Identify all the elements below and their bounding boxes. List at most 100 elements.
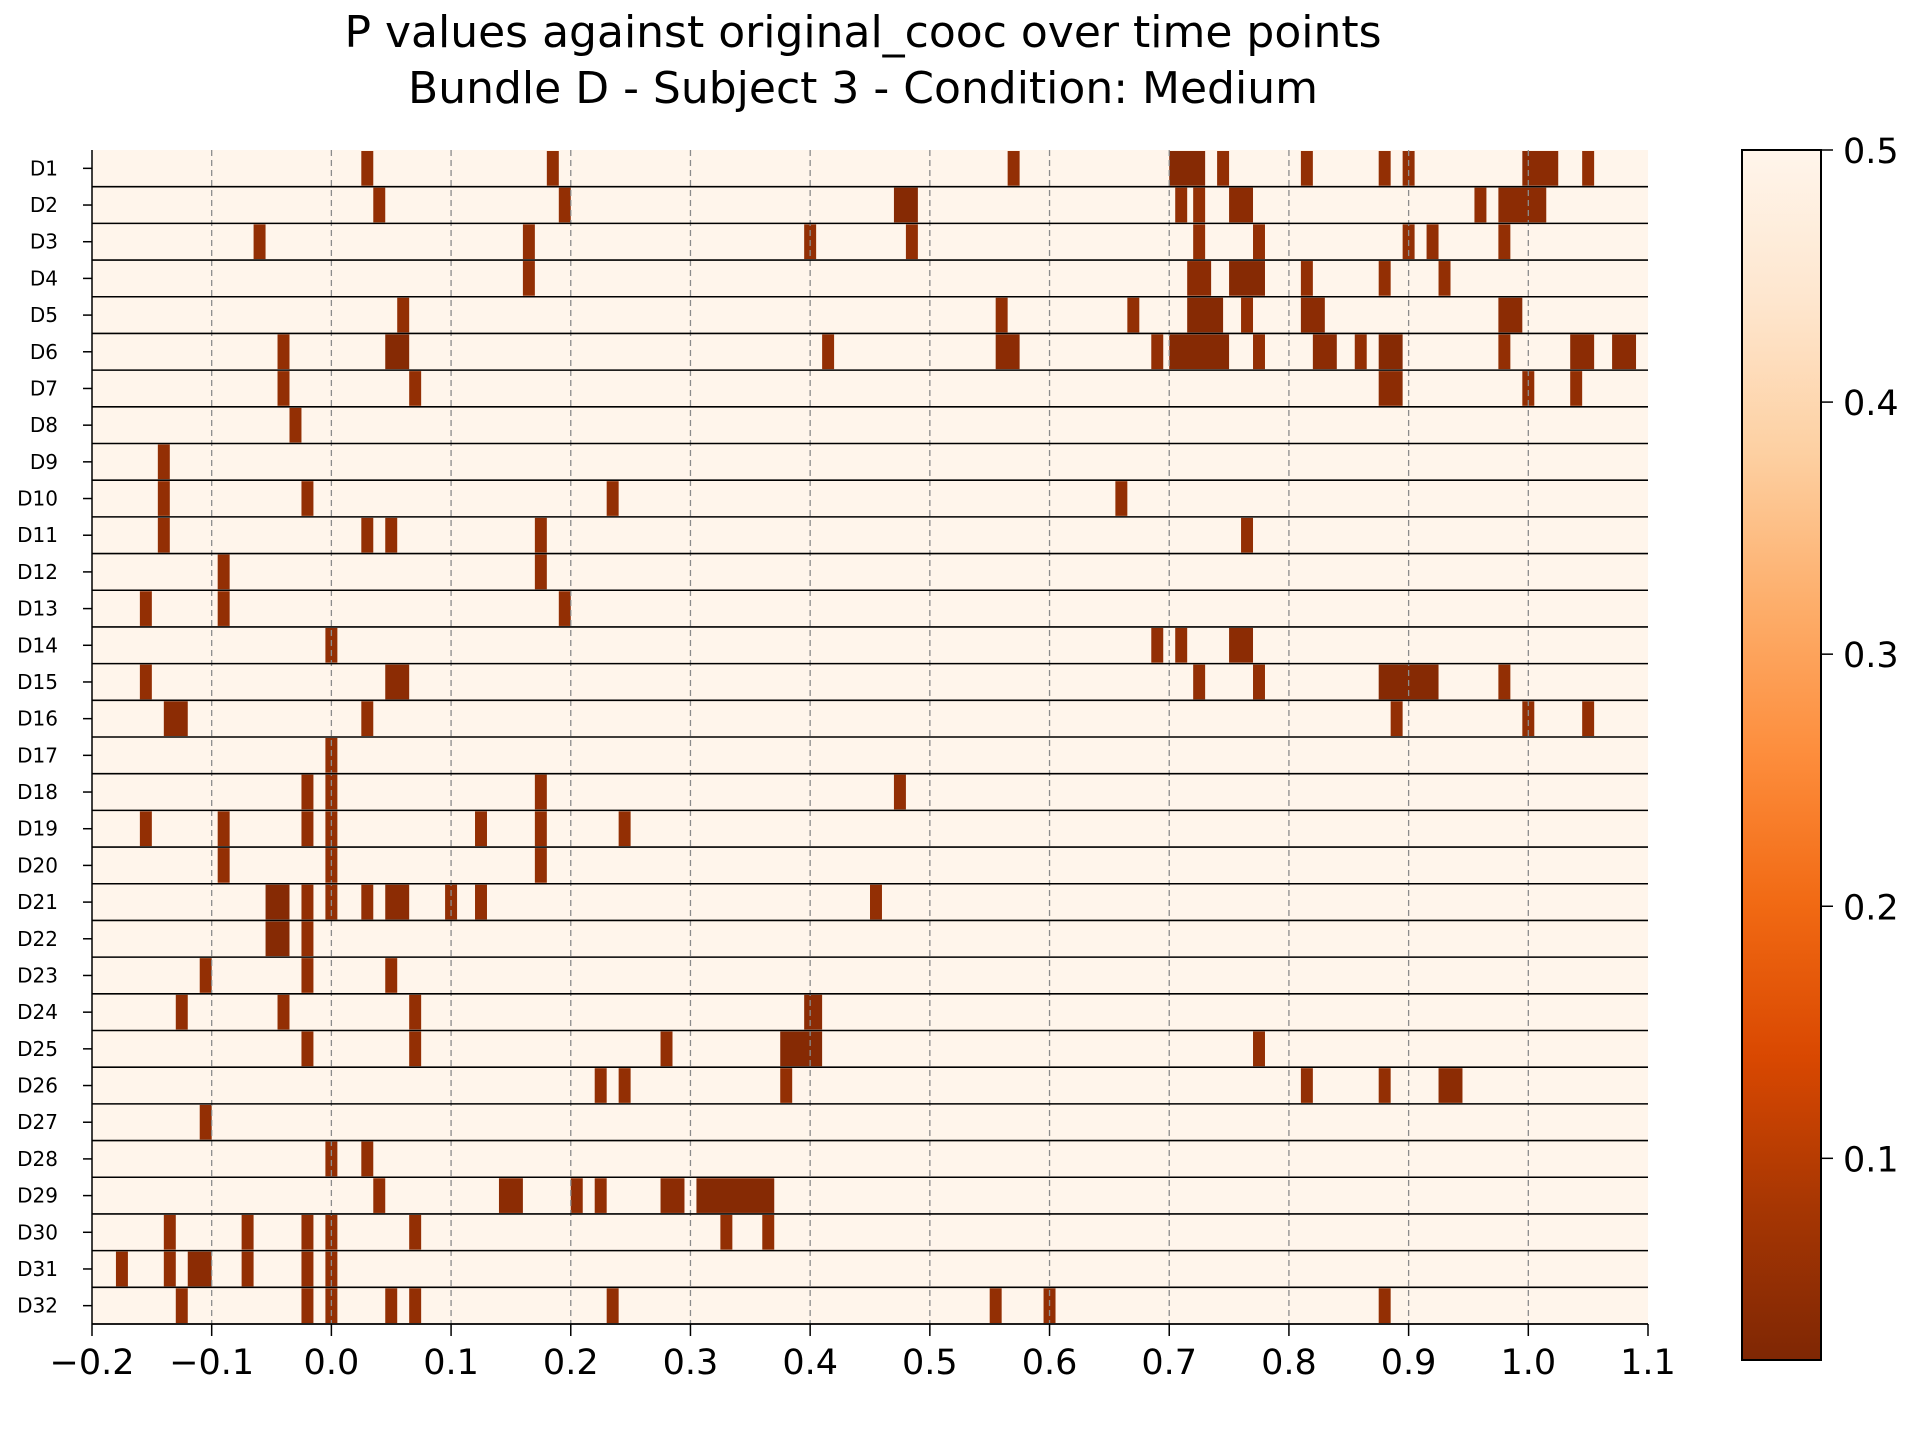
heatmap-cell — [187, 1251, 212, 1287]
heatmap-cell — [1253, 1031, 1265, 1067]
heatmap-cell — [163, 1214, 176, 1250]
heatmap-cell — [1300, 1068, 1313, 1103]
x-tick-label: 0.9 — [1381, 1343, 1437, 1383]
heatmap-cell — [995, 297, 1008, 333]
colorbar-tick-label: 0.5 — [1843, 132, 1899, 172]
heatmap-cell — [522, 224, 535, 260]
heatmap-cell — [325, 1141, 338, 1177]
heatmap-cell — [277, 334, 290, 370]
y-tick-label: D25 — [17, 1037, 58, 1061]
chart-subtitle: Bundle D - Subject 3 - Condition: Medium — [408, 63, 1318, 114]
heatmap-cell — [1378, 371, 1403, 406]
heatmap-cell — [409, 1288, 422, 1323]
heatmap-cell — [1612, 334, 1637, 370]
y-tick-label: D3 — [30, 230, 58, 254]
y-tick-label: D9 — [30, 450, 58, 474]
heatmap-cell — [397, 297, 410, 333]
heatmap-cell — [1115, 481, 1128, 516]
heatmap-cell — [217, 811, 230, 847]
heatmap-cell — [1217, 151, 1230, 186]
y-tick-label: D16 — [17, 707, 58, 731]
x-tick-label: 0.5 — [902, 1343, 958, 1383]
heatmap-cell — [385, 884, 410, 920]
x-tick-label: 0.1 — [423, 1343, 479, 1383]
y-tick-label: D14 — [17, 633, 58, 657]
heatmap-cell — [893, 187, 918, 223]
heatmap-cell — [1378, 1288, 1391, 1323]
y-tick-label: D24 — [17, 1000, 58, 1024]
heatmap-cell — [361, 701, 374, 736]
heatmap-cell — [660, 1178, 685, 1213]
heatmap-cell — [570, 1178, 583, 1213]
significant-cells — [115, 151, 1637, 1323]
heatmap-cell — [385, 334, 410, 370]
heatmap-cell — [301, 1288, 314, 1323]
heatmap-cell — [1378, 151, 1391, 186]
heatmap-cell — [1522, 701, 1535, 736]
heatmap-cell — [1253, 664, 1265, 700]
y-tick-label: D31 — [17, 1257, 58, 1281]
heatmap-cell — [780, 1068, 793, 1103]
heatmap-cell — [1253, 224, 1265, 260]
heatmap-cell — [1390, 701, 1403, 736]
heatmap-cell — [139, 811, 152, 847]
heatmap-cell — [1498, 187, 1547, 223]
x-tick-label: 0.2 — [543, 1343, 599, 1383]
heatmap-cell — [1438, 261, 1451, 296]
y-tick-label: D13 — [17, 597, 58, 621]
colorbar-tick-label: 0.3 — [1843, 636, 1899, 676]
heatmap-cell — [277, 994, 290, 1030]
colorbar-tick-label: 0.4 — [1843, 384, 1899, 424]
heatmap-cell — [361, 151, 374, 186]
y-tick-label: D6 — [30, 340, 58, 364]
heatmap-cell — [558, 591, 571, 626]
heatmap-cell — [385, 1288, 398, 1323]
heatmap-cell — [301, 774, 314, 810]
heatmap-cell — [217, 591, 230, 626]
x-axis: −0.2 −0.1 0.0 0.1 0.2 0.3 0.4 0.5 0.6 0.7 0.8 0.9 1.… — [50, 1323, 1676, 1383]
heatmap-cell — [822, 334, 835, 370]
colorbar: 0.1 0.2 0.3 0.4 0.5 — [1741, 132, 1899, 1361]
heatmap-cell — [1498, 297, 1523, 333]
heatmap-cell — [475, 811, 487, 847]
y-tick-label: D8 — [30, 413, 58, 437]
heatmap-cell — [522, 261, 535, 296]
heatmap-cell — [762, 1214, 775, 1250]
heatmap-cell — [804, 994, 823, 1030]
vertical-gridlines — [211, 150, 1529, 1324]
x-tick-label: 1.1 — [1620, 1343, 1676, 1383]
heatmap-cell — [1582, 151, 1595, 186]
heatmap-cell — [265, 921, 290, 957]
heatmap-cell — [1378, 261, 1391, 296]
heatmap-cell — [534, 811, 547, 847]
heatmap-cell — [157, 517, 170, 553]
y-tick-label: D11 — [17, 523, 58, 547]
colorbar-gradient — [1742, 150, 1821, 1360]
heatmap-cell — [241, 1214, 254, 1250]
y-tick-label: D1 — [30, 156, 58, 180]
x-tick-label: 0.0 — [304, 1343, 360, 1383]
heatmap-cell — [157, 481, 170, 516]
heatmap-cell — [409, 994, 422, 1030]
y-tick-label: D22 — [17, 927, 58, 951]
heatmap-cell — [163, 701, 188, 736]
y-tick-label: D17 — [17, 743, 58, 767]
heatmap-cell — [1300, 261, 1313, 296]
heatmap-cell — [409, 1214, 422, 1250]
heatmap-cell — [217, 848, 230, 883]
heatmap-cell — [301, 481, 314, 516]
heatmap-cell — [1193, 664, 1206, 700]
colorbar-frame — [1741, 149, 1822, 1361]
heatmap-cell — [1474, 187, 1487, 223]
heatmap-cell — [618, 1068, 631, 1103]
heatmap-cell — [241, 1251, 254, 1287]
heatmap-cell — [361, 884, 374, 920]
y-tick-label: D26 — [17, 1074, 58, 1098]
heatmap-cell — [594, 1178, 607, 1213]
heatmap-cell — [301, 1214, 314, 1250]
heatmap-cell — [1300, 151, 1313, 186]
y-tick-label: D32 — [17, 1294, 58, 1318]
x-tick-label: 0.3 — [663, 1343, 719, 1383]
heatmap-cell — [606, 481, 619, 516]
heatmap-cell — [905, 224, 918, 260]
